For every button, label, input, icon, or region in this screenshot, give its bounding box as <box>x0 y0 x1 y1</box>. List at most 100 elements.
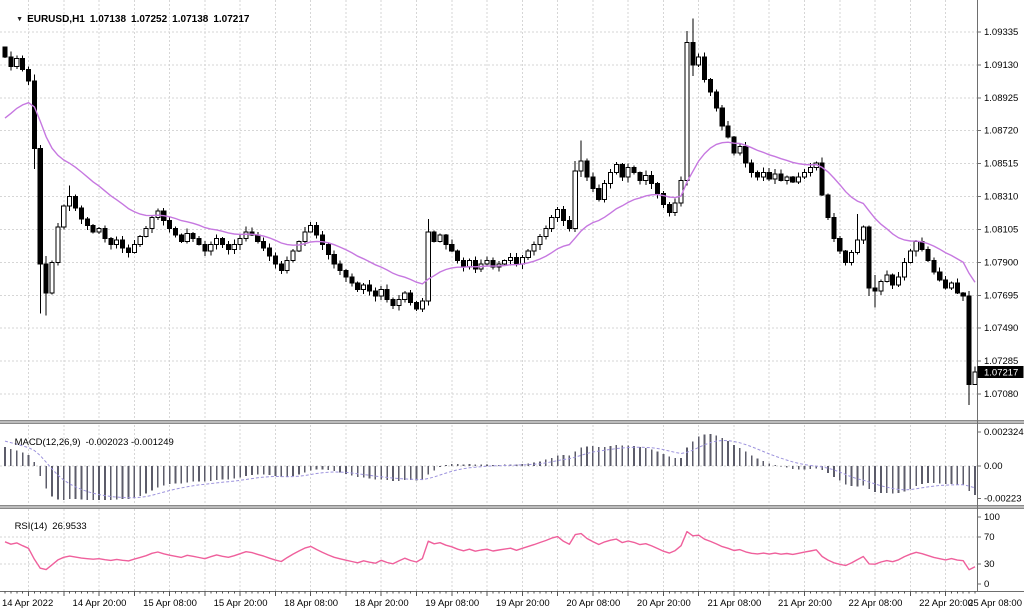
candle <box>572 161 578 232</box>
candle <box>390 297 396 310</box>
candle <box>272 252 278 269</box>
time-axis-label: 22 Apr 20:00 <box>919 598 973 609</box>
candle <box>784 175 790 185</box>
svg-text:30: 30 <box>984 559 995 570</box>
candle <box>472 256 478 273</box>
candle <box>790 175 796 184</box>
candle <box>484 256 490 267</box>
candle <box>31 74 37 170</box>
candle <box>267 243 273 262</box>
time-axis-label: 20 Apr 20:00 <box>637 598 691 609</box>
svg-text:1.07217: 1.07217 <box>984 367 1018 378</box>
time-axis-label: 20 Apr 08:00 <box>566 598 620 609</box>
candle <box>972 366 977 386</box>
candle <box>825 193 831 220</box>
symbol-dropdown-icon[interactable]: ▼ <box>16 16 24 23</box>
macd-histogram <box>4 433 976 501</box>
candle <box>943 275 949 290</box>
candle <box>137 235 143 248</box>
time-axis[interactable]: 14 Apr 2022 14 Apr 20:00 15 Apr 08:00 15 Ap… <box>2 591 1022 609</box>
candle <box>537 234 543 250</box>
candle <box>660 191 666 208</box>
candle <box>184 228 190 244</box>
panel-separator[interactable] <box>0 420 1024 424</box>
low-value: 1.07138 <box>172 14 209 25</box>
svg-text:0.002324: 0.002324 <box>984 427 1024 438</box>
svg-text:1.07490: 1.07490 <box>984 323 1018 334</box>
svg-text:1.07695: 1.07695 <box>984 290 1018 301</box>
candle <box>278 261 284 275</box>
candle <box>690 18 696 77</box>
candle <box>743 141 749 168</box>
candle <box>208 241 214 256</box>
symbol-period-label: EURUSD,H1 <box>27 14 85 25</box>
candlestick-series <box>2 18 977 406</box>
candle <box>396 294 402 311</box>
close-value: 1.07217 <box>213 14 250 25</box>
candle <box>149 216 155 233</box>
candle <box>819 157 825 197</box>
candle <box>384 284 390 303</box>
candle <box>402 291 408 303</box>
candle <box>702 52 708 83</box>
svg-text:-0.00223: -0.00223 <box>984 494 1022 505</box>
candle <box>713 89 719 112</box>
candle <box>84 217 90 231</box>
candle <box>231 239 237 255</box>
macd-signal-line <box>4 439 976 499</box>
candle <box>237 234 243 250</box>
candle <box>202 240 208 257</box>
candle <box>214 234 220 250</box>
candle <box>796 172 802 185</box>
candle <box>2 46 8 58</box>
candle <box>531 241 537 256</box>
candle <box>896 271 902 287</box>
candle <box>843 249 849 266</box>
rsi-value: 26.9533 <box>52 521 87 532</box>
candle <box>837 236 843 255</box>
candle <box>596 184 602 202</box>
svg-text:1.07900: 1.07900 <box>984 257 1018 268</box>
open-value: 1.07138 <box>89 14 127 25</box>
time-axis-label: 15 Apr 20:00 <box>214 598 268 609</box>
svg-text:1.08310: 1.08310 <box>984 192 1018 203</box>
candle <box>361 283 367 295</box>
svg-text:1.09130: 1.09130 <box>984 60 1018 71</box>
candle <box>590 172 596 192</box>
svg-text:1.07285: 1.07285 <box>984 356 1018 367</box>
candle <box>319 231 325 250</box>
candle <box>308 221 314 233</box>
symbol-header: ▼ EURUSD,H1 1.07138 1.07252 1.07138 1.07217 <box>5 3 249 36</box>
candle <box>167 216 173 233</box>
candle <box>754 170 761 181</box>
candle <box>707 77 713 97</box>
candle <box>490 257 496 270</box>
candle <box>766 168 772 182</box>
candle <box>290 248 296 263</box>
candle <box>525 249 531 260</box>
time-axis-label: 21 Apr 08:00 <box>707 598 761 609</box>
candle <box>67 185 73 211</box>
candle <box>613 161 619 175</box>
candle <box>408 289 414 306</box>
candle <box>337 260 343 275</box>
candle <box>637 171 643 185</box>
candle <box>343 268 349 283</box>
candle <box>749 159 755 178</box>
candle <box>960 291 966 302</box>
candle <box>43 255 49 316</box>
candle <box>455 249 461 264</box>
candle <box>37 145 43 314</box>
price-axis[interactable]: 1.09335 1.09130 1.08925 1.08720 1.08515 1.083… <box>977 27 1024 590</box>
panel-separator[interactable] <box>0 505 1024 509</box>
candle <box>449 239 455 253</box>
candle <box>419 298 425 312</box>
candle <box>314 221 320 239</box>
candle <box>849 249 855 266</box>
candle <box>925 246 931 262</box>
candle <box>666 201 672 217</box>
candle <box>907 248 913 264</box>
candle <box>872 275 878 308</box>
